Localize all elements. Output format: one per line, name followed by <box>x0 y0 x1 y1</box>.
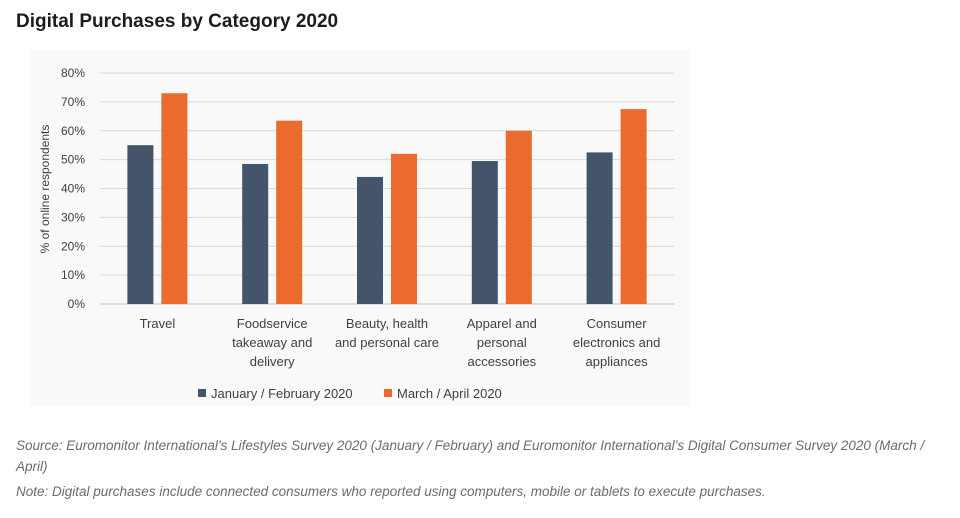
chart-title: Digital Purchases by Category 2020 <box>16 11 339 32</box>
y-tick-label: 30% <box>61 210 85 224</box>
source-note: Source: Euromonitor International’s Life… <box>16 438 925 474</box>
x-category-label: Foodservice takeaway and delivery <box>232 316 312 369</box>
bar-chart: 0% 10% 20% 30% 40% 50% 60% 70% 80% % of online r… <box>38 66 674 401</box>
bar-jan-feb-5 <box>586 152 613 304</box>
legend-swatch <box>198 389 206 397</box>
bar-mar-apr-5 <box>620 109 647 304</box>
y-axis-title: % of online respondents <box>38 125 52 254</box>
y-tick-label: 80% <box>61 66 85 80</box>
y-tick-label: 10% <box>61 268 85 282</box>
bar-jan-feb-2 <box>242 163 269 304</box>
gridlines <box>100 72 674 305</box>
x-category-label: Travel <box>140 316 176 331</box>
x-category-label: Consumer electronics and appliances <box>573 316 660 369</box>
y-tick-label: 40% <box>61 182 85 196</box>
y-tick-label: 70% <box>61 95 85 109</box>
y-tick-label: 0% <box>68 297 86 311</box>
bar-mar-apr-4 <box>505 130 532 304</box>
legend: January / February 2020 March / April 202… <box>198 386 502 401</box>
y-axis-ticks: 0% 10% 20% 30% 40% 50% 60% 70% 80% <box>61 66 85 311</box>
bar-jan-feb-1 <box>127 145 154 304</box>
legend-label: March / April 2020 <box>397 386 502 401</box>
bar-jan-feb-3 <box>357 176 383 304</box>
x-category-label: Beauty, health and personal care <box>335 316 439 350</box>
y-tick-label: 60% <box>61 124 85 138</box>
bars <box>127 93 647 305</box>
category-labels: Travel Foodservice takeaway and delivery Bea… <box>140 316 661 369</box>
x-category-label: Apparel and personal accessories <box>467 316 537 369</box>
bar-mar-apr-1 <box>161 93 188 305</box>
legend-swatch <box>384 389 392 397</box>
bar-jan-feb-4 <box>471 161 498 304</box>
bar-mar-apr-2 <box>276 120 303 304</box>
bar-mar-apr-3 <box>391 153 417 304</box>
y-tick-label: 50% <box>61 153 85 167</box>
legend-label: January / February 2020 <box>211 386 353 401</box>
y-tick-label: 20% <box>61 239 85 253</box>
footnote: Note: Digital purchases include connecte… <box>16 484 766 499</box>
